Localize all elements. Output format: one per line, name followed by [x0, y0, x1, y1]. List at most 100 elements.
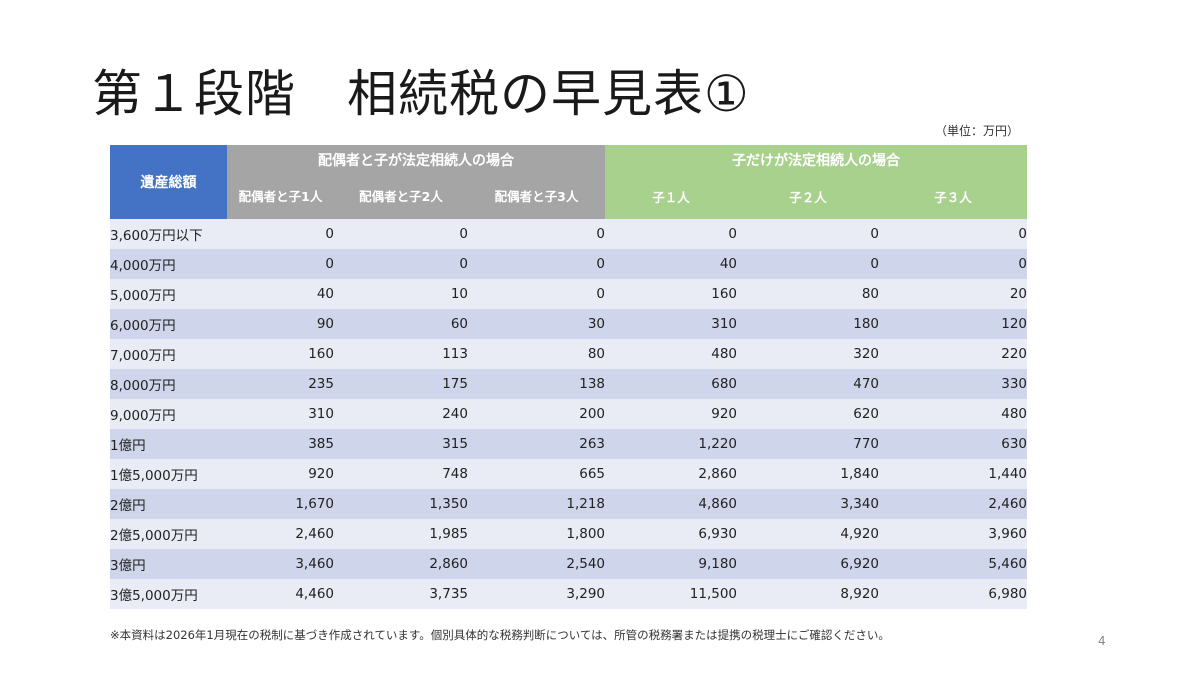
row-label-estate-amount: 5,000万円 [110, 279, 227, 309]
row-label-estate-amount: 3億円 [110, 549, 227, 579]
tax-amount-cell: 40 [605, 249, 738, 279]
tax-amount-cell: 138 [468, 369, 606, 399]
tax-amount-cell: 1,985 [334, 519, 468, 549]
tax-amount-cell: 480 [879, 399, 1028, 429]
row-label-estate-amount: 3億5,000万円 [110, 579, 227, 609]
tax-amount-cell: 8,920 [737, 579, 880, 609]
column-header-child-3: 子３人 [879, 174, 1028, 219]
tax-amount-cell: 180 [737, 309, 880, 339]
tax-amount-cell: 1,440 [879, 459, 1028, 489]
tax-amount-cell: 748 [334, 459, 468, 489]
row-label-estate-amount: 2億5,000万円 [110, 519, 227, 549]
table-row: 1億円 385 315 263 1,220 770 630 [110, 429, 1028, 459]
tax-amount-cell: 20 [879, 279, 1028, 309]
table-row: 3億円 3,460 2,860 2,540 9,180 6,920 5,460 [110, 549, 1028, 579]
tax-amount-cell: 680 [605, 369, 738, 399]
tax-amount-cell: 3,735 [334, 579, 468, 609]
tax-amount-cell: 480 [605, 339, 738, 369]
table-row: 2億5,000万円 2,460 1,985 1,800 6,930 4,920 3,960 [110, 519, 1028, 549]
tax-amount-cell: 470 [737, 369, 880, 399]
tax-amount-cell: 1,800 [468, 519, 606, 549]
tax-amount-cell: 40 [227, 279, 334, 309]
row-label-estate-amount: 1億円 [110, 429, 227, 459]
footnote: ※本資料は2026年1月現在の税制に基づき作成されています。個別具体的な税務判断… [110, 628, 890, 642]
tax-amount-cell: 0 [879, 249, 1028, 279]
row-label-estate-amount: 9,000万円 [110, 399, 227, 429]
page-number: 4 [1098, 634, 1106, 648]
tax-amount-cell: 80 [737, 279, 880, 309]
table-row: 2億円 1,670 1,350 1,218 4,860 3,340 2,460 [110, 489, 1028, 519]
tax-amount-cell: 235 [227, 369, 334, 399]
row-label-estate-amount: 1億5,000万円 [110, 459, 227, 489]
table-row: 7,000万円 160 113 80 480 320 220 [110, 339, 1028, 369]
unit-label: （単位：万円） [935, 124, 1020, 138]
tax-amount-cell: 3,460 [227, 549, 334, 579]
tax-amount-cell: 200 [468, 399, 606, 429]
table-row: 6,000万円 90 60 30 310 180 120 [110, 309, 1028, 339]
tax-amount-cell: 0 [468, 249, 606, 279]
group-header-spouse-and-children: 配偶者と子が法定相続人の場合 [227, 145, 606, 174]
table-row: 5,000万円 40 10 0 160 80 20 [110, 279, 1028, 309]
tax-amount-cell: 120 [879, 309, 1028, 339]
table-row: 3億5,000万円 4,460 3,735 3,290 11,500 8,920 6,980 [110, 579, 1028, 609]
tax-amount-cell: 6,980 [879, 579, 1028, 609]
tax-amount-cell: 0 [227, 249, 334, 279]
table-row: 1億5,000万円 920 748 665 2,860 1,840 1,440 [110, 459, 1028, 489]
tax-amount-cell: 630 [879, 429, 1028, 459]
tax-amount-cell: 4,920 [737, 519, 880, 549]
tax-amount-cell: 2,860 [334, 549, 468, 579]
column-header-spouse-child-1: 配偶者と子1人 [227, 174, 334, 219]
column-header-child-2: 子２人 [737, 174, 880, 219]
group-header-children-only: 子だけが法定相続人の場合 [605, 145, 1028, 174]
tax-amount-cell: 0 [737, 249, 880, 279]
row-label-estate-amount: 8,000万円 [110, 369, 227, 399]
tax-amount-cell: 175 [334, 369, 468, 399]
tax-amount-cell: 310 [605, 309, 738, 339]
table-body: 3,600万円以下 0 0 0 0 0 0 4,000万円 0 0 0 40 0 0 5,000万円 40 10… [110, 219, 1028, 609]
tax-amount-cell: 160 [227, 339, 334, 369]
tax-amount-cell: 665 [468, 459, 606, 489]
tax-amount-cell: 920 [605, 399, 738, 429]
row-label-estate-amount: 4,000万円 [110, 249, 227, 279]
tax-amount-cell: 90 [227, 309, 334, 339]
tax-amount-cell: 3,290 [468, 579, 606, 609]
tax-amount-cell: 320 [737, 339, 880, 369]
tax-amount-cell: 0 [334, 219, 468, 249]
tax-amount-cell: 3,960 [879, 519, 1028, 549]
inheritance-tax-table: 遺産総額 配偶者と子が法定相続人の場合 子だけが法定相続人の場合 配偶者と子1人… [110, 145, 1028, 609]
tax-amount-cell: 5,460 [879, 549, 1028, 579]
tax-amount-cell: 920 [227, 459, 334, 489]
tax-amount-cell: 0 [605, 219, 738, 249]
tax-amount-cell: 9,180 [605, 549, 738, 579]
tax-amount-cell: 60 [334, 309, 468, 339]
table-row: 9,000万円 310 240 200 920 620 480 [110, 399, 1028, 429]
tax-amount-cell: 113 [334, 339, 468, 369]
tax-amount-cell: 1,218 [468, 489, 606, 519]
tax-amount-cell: 10 [334, 279, 468, 309]
tax-amount-cell: 0 [227, 219, 334, 249]
tax-amount-cell: 4,860 [605, 489, 738, 519]
tax-amount-cell: 0 [468, 219, 606, 249]
tax-amount-cell: 1,350 [334, 489, 468, 519]
tax-amount-cell: 263 [468, 429, 606, 459]
tax-amount-cell: 2,540 [468, 549, 606, 579]
tax-amount-cell: 2,860 [605, 459, 738, 489]
tax-amount-cell: 1,670 [227, 489, 334, 519]
tax-amount-cell: 1,840 [737, 459, 880, 489]
table-row: 4,000万円 0 0 0 40 0 0 [110, 249, 1028, 279]
tax-amount-cell: 620 [737, 399, 880, 429]
tax-amount-cell: 80 [468, 339, 606, 369]
column-header-child-1: 子１人 [605, 174, 738, 219]
tax-amount-cell: 2,460 [227, 519, 334, 549]
slide-title: 第１段階 相続税の早見表① [92, 65, 750, 123]
tax-amount-cell: 385 [227, 429, 334, 459]
tax-amount-cell: 0 [468, 279, 606, 309]
tax-amount-cell: 2,460 [879, 489, 1028, 519]
row-label-estate-amount: 3,600万円以下 [110, 219, 227, 249]
tax-amount-cell: 0 [737, 219, 880, 249]
tax-amount-cell: 4,460 [227, 579, 334, 609]
column-header-spouse-child-2: 配偶者と子2人 [334, 174, 468, 219]
tax-amount-cell: 160 [605, 279, 738, 309]
tax-amount-cell: 0 [879, 219, 1028, 249]
column-header-spouse-child-3: 配偶者と子3人 [468, 174, 606, 219]
